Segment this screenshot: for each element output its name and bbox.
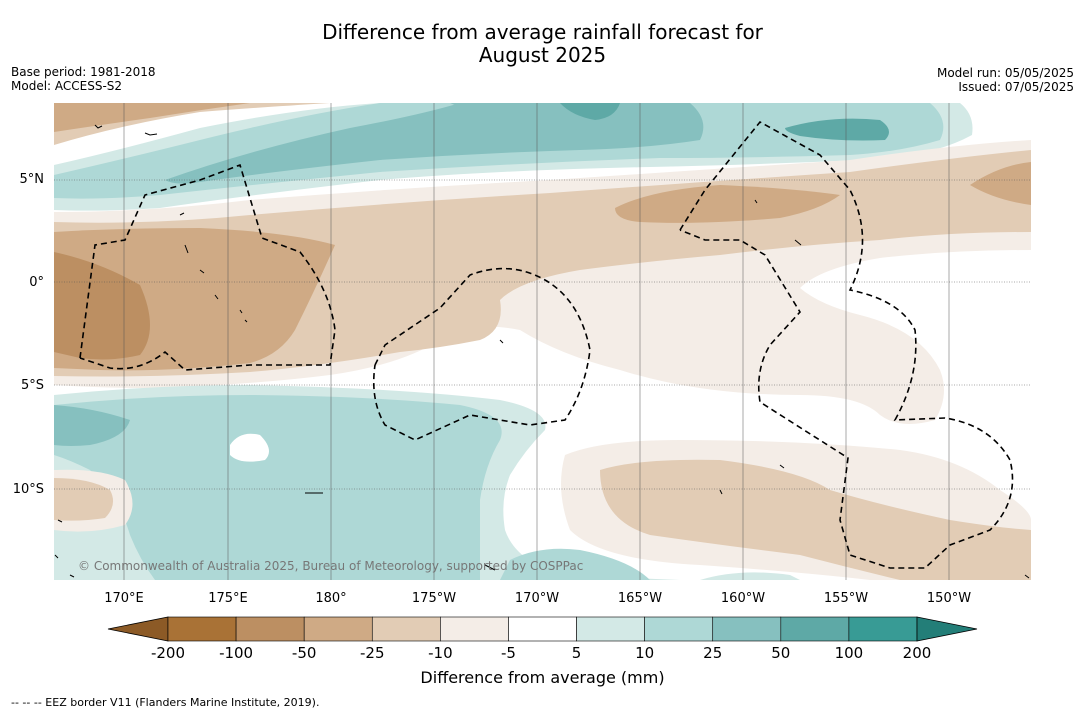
lon-label: 150°W bbox=[927, 591, 971, 606]
colorbar-segment bbox=[303, 616, 373, 642]
colorbar-segment bbox=[712, 616, 782, 642]
colorbar-high-extend bbox=[916, 616, 978, 642]
copyright-notice: © Commonwealth of Australia 2025, Bureau… bbox=[78, 559, 583, 573]
island-coastlines bbox=[54, 124, 1030, 579]
base-period: Base period: 1981-2018 bbox=[11, 65, 156, 79]
lon-label: 175°W bbox=[412, 591, 456, 606]
colorbar-segment bbox=[780, 616, 850, 642]
eez-footnote: -- -- -- EEZ border V11 (Flanders Marine… bbox=[11, 696, 320, 709]
colorbar-segment bbox=[848, 616, 918, 642]
colorbar-tick-label: -5 bbox=[501, 644, 516, 662]
map-title: Difference from average rainfall forecas… bbox=[0, 21, 1085, 67]
issued-date: Issued: 07/05/2025 bbox=[958, 80, 1074, 94]
colorbar-tick-label: 25 bbox=[703, 644, 722, 662]
lon-label: 155°W bbox=[824, 591, 868, 606]
colorbar-segment bbox=[644, 616, 714, 642]
colorbar-tick-label: -25 bbox=[360, 644, 385, 662]
colorbar-tick-label: -100 bbox=[219, 644, 253, 662]
colorbar-tick-label: 10 bbox=[635, 644, 654, 662]
lat-label: 5°S bbox=[21, 378, 44, 393]
latitude-labels: 5°N 0° 5°S 10°S bbox=[13, 172, 44, 497]
colorbar-segment bbox=[167, 616, 237, 642]
colorbar-tick-label: 5 bbox=[572, 644, 582, 662]
colorbar-tick-label: 50 bbox=[771, 644, 790, 662]
model-name: Model: ACCESS-S2 bbox=[11, 79, 123, 93]
colorbar-segment bbox=[508, 616, 577, 642]
title-line-2: August 2025 bbox=[478, 43, 607, 67]
colorbar-label: Difference from average (mm) bbox=[420, 668, 665, 687]
lon-label: 165°W bbox=[618, 591, 662, 606]
graticule bbox=[54, 103, 1031, 580]
colorbar-segment bbox=[440, 616, 509, 642]
lon-label: 175°E bbox=[208, 591, 248, 606]
longitude-labels: 170°E 175°E 180° 175°W 170°W 165°W 160°W… bbox=[104, 591, 971, 606]
lon-label: 170°W bbox=[515, 591, 559, 606]
colorbar-segment bbox=[371, 616, 441, 642]
colorbar: -200 -100 -50 -25 -10 -5 5 10 25 50 100 200 bbox=[107, 616, 978, 662]
colorbar-low-extend bbox=[107, 616, 169, 642]
colorbar-tick-label: -10 bbox=[428, 644, 453, 662]
title-line-1: Difference from average rainfall forecas… bbox=[322, 20, 763, 44]
model-run: Model run: 05/05/2025 bbox=[936, 66, 1074, 80]
lat-label: 10°S bbox=[13, 482, 44, 497]
eez-borders bbox=[79, 120, 1014, 569]
rainfall-field bbox=[54, 103, 1031, 580]
colorbar-tick-label: -200 bbox=[151, 644, 185, 662]
lon-label: 160°W bbox=[721, 591, 765, 606]
colorbar-tick-label: 100 bbox=[835, 644, 864, 662]
colorbar-segment bbox=[235, 616, 305, 642]
lat-label: 0° bbox=[29, 275, 44, 290]
lat-label: 5°N bbox=[20, 172, 45, 187]
meta-left: Base period: 1981-2018 Model: ACCESS-S2 bbox=[11, 65, 156, 93]
lon-label: 170°E bbox=[104, 591, 144, 606]
colorbar-tick-label: 200 bbox=[903, 644, 932, 662]
meta-right: Model run: 05/05/2025 Issued: 07/05/2025 bbox=[937, 66, 1074, 94]
colorbar-tick-label: -50 bbox=[292, 644, 317, 662]
colorbar-segment bbox=[576, 616, 645, 642]
lon-label: 180° bbox=[315, 591, 346, 606]
